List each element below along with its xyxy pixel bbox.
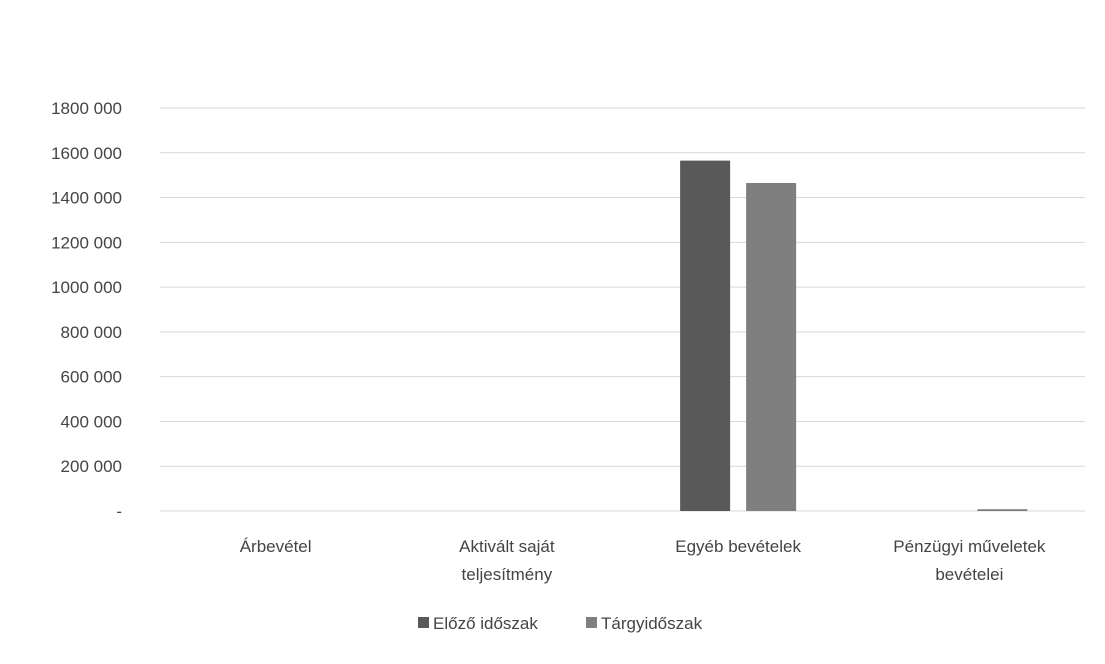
y-tick-label: 1600 000: [51, 144, 122, 163]
y-tick-label: 200 000: [61, 457, 122, 476]
legend-label: Előző időszak: [433, 614, 538, 633]
gridlines: [160, 107, 1085, 512]
legend: Előző időszak Tárgyidőszak: [418, 614, 703, 633]
y-tick-label: -: [116, 502, 122, 521]
y-tick-label: 1400 000: [51, 189, 122, 208]
y-tick-label: 400 000: [61, 412, 122, 431]
x-axis-categories: Árbevétel Aktivált saját teljesítmény Egyéb…: [240, 537, 1046, 584]
bar-current-period: [977, 509, 1028, 511]
x-category-label: Aktivált saját: [459, 537, 555, 556]
y-tick-label: 1200 000: [51, 233, 122, 252]
legend-swatch: [586, 617, 597, 628]
x-category-label: bevételei: [935, 565, 1003, 584]
y-tick-label: 1000 000: [51, 278, 122, 297]
x-category-label: Árbevétel: [240, 537, 312, 556]
legend-label: Tárgyidőszak: [601, 614, 703, 633]
bars: [680, 160, 1028, 511]
legend-swatch: [418, 617, 429, 628]
y-tick-label: 1800 000: [51, 99, 122, 118]
y-tick-label: 800 000: [61, 323, 122, 342]
x-category-label: Pénzügyi műveletek: [893, 537, 1046, 556]
bar-previous-period: [680, 160, 731, 511]
bar-current-period: [746, 183, 797, 511]
x-category-label: Egyéb bevételek: [675, 537, 801, 556]
x-category-label: teljesítmény: [462, 565, 553, 584]
y-axis-ticks: - 200 000 400 000 600 000 800 000 1000 000 120…: [51, 99, 122, 521]
y-tick-label: 600 000: [61, 368, 122, 387]
